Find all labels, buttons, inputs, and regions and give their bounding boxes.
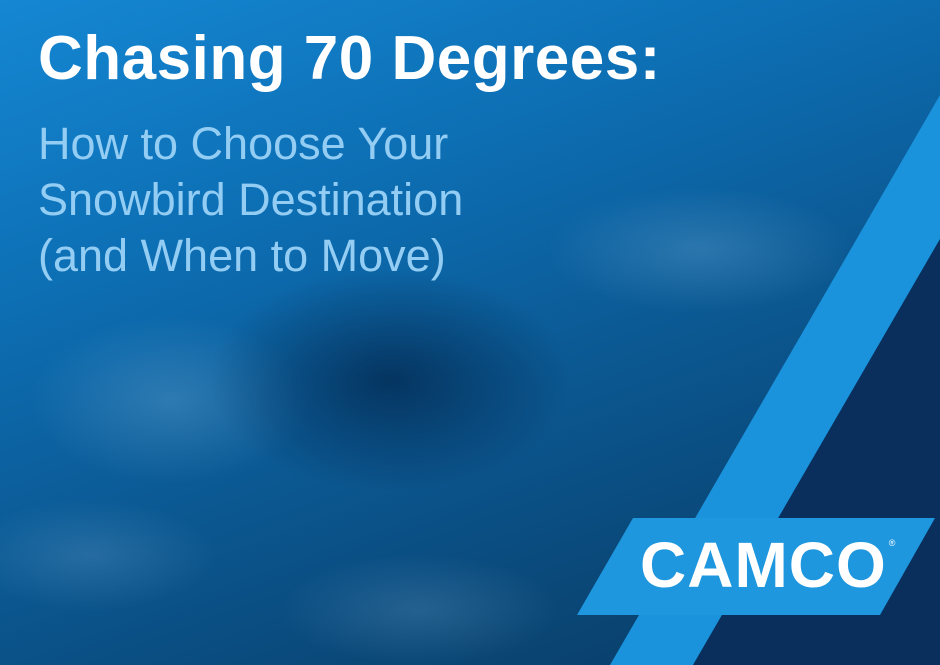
camco-logo: CAMCO ® bbox=[640, 533, 895, 597]
subtitle-line: Snowbird Destination bbox=[38, 174, 464, 225]
headline-subtitle: How to Choose Your Snowbird Destination … bbox=[38, 116, 463, 284]
subtitle-line: How to Choose Your bbox=[38, 118, 449, 169]
subtitle-line: (and When to Move) bbox=[38, 230, 446, 281]
logo-text: CAMCO bbox=[640, 529, 887, 601]
registered-mark: ® bbox=[888, 538, 896, 548]
logo-parallelogram bbox=[577, 518, 935, 615]
headline-title: Chasing 70 Degrees: bbox=[38, 24, 661, 93]
